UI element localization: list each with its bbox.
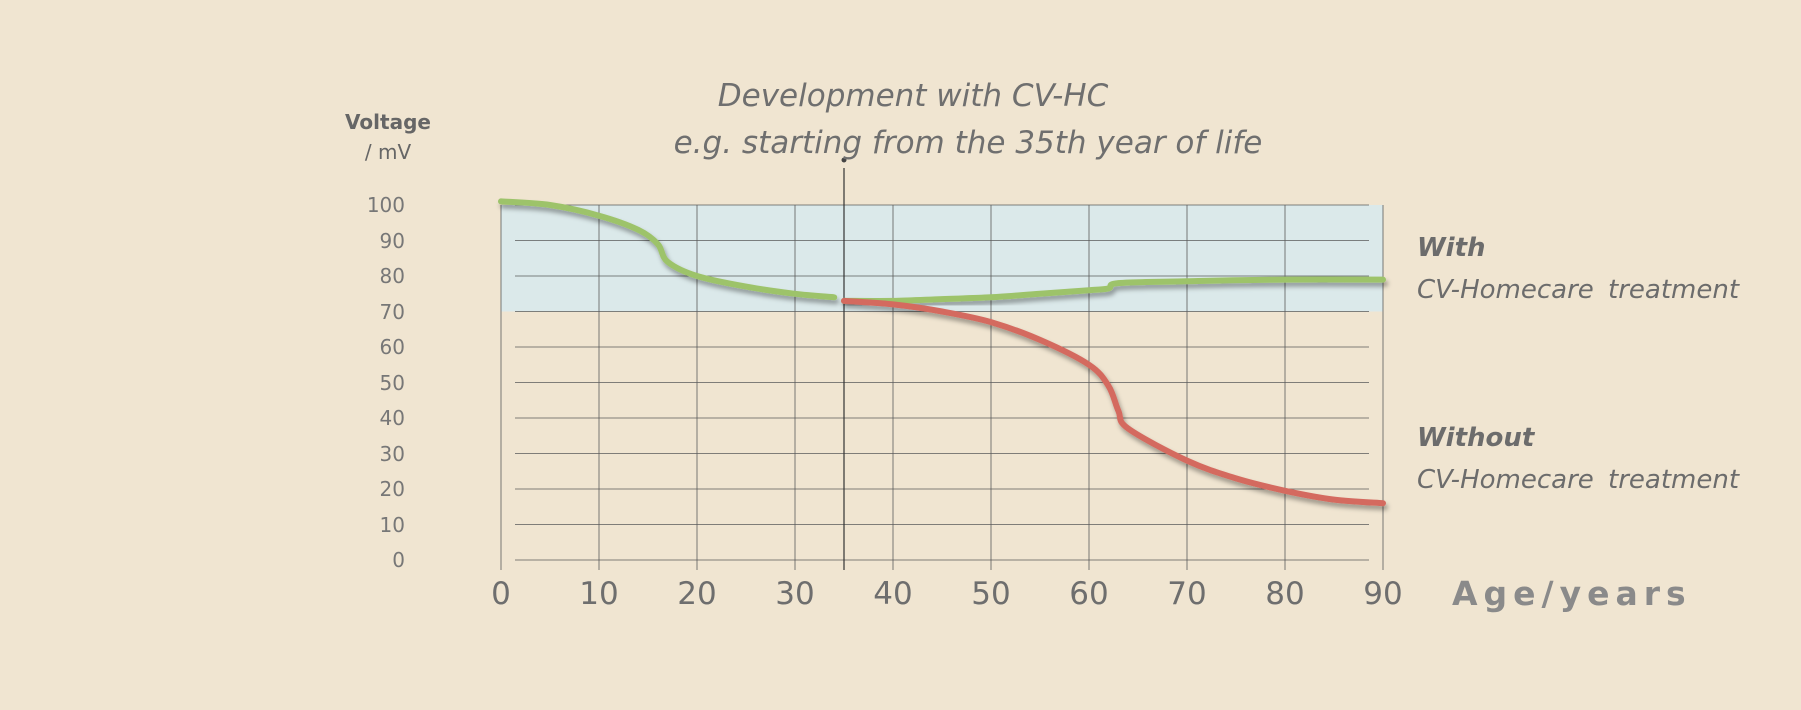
without-treatment-line (841, 297, 1386, 507)
x-tick-label: 60 (1069, 576, 1109, 612)
y-tick-label: 50 (379, 370, 405, 395)
highlight-band (501, 205, 1383, 312)
y-tick-label: 70 (379, 299, 405, 324)
x-axis-label: Age/years (1452, 574, 1692, 613)
start-marker-dot (841, 157, 847, 163)
y-axis-label: Voltage (345, 110, 431, 134)
y-tick-label: 40 (379, 406, 405, 430)
y-tick-label: 60 (379, 335, 405, 359)
with-treatment-line-after-35 (841, 276, 1386, 304)
with-treatment-line-before-35 (498, 198, 838, 301)
x-tick-label: 0 (491, 576, 511, 612)
y-tick-label: 100 (366, 193, 405, 217)
legend-with-name: With (1417, 233, 1486, 263)
x-tick-label: 90 (1363, 576, 1403, 612)
x-tick-label: 40 (873, 576, 913, 612)
y-tick-label: 0 (392, 548, 405, 572)
x-tick-label: 30 (775, 576, 815, 612)
legend-with-description: CV-Homecare treatment (1417, 275, 1740, 305)
y-tick-label: 20 (379, 477, 405, 501)
y-tick-label: 90 (379, 228, 405, 253)
y-axis-unit: / mV (364, 140, 412, 164)
chart-title-line1: Development with CV-HC (717, 78, 1109, 114)
legend-without-description: CV-Homecare treatment (1417, 465, 1740, 495)
y-tick-label: 30 (379, 441, 405, 466)
legend-without-name: Without (1417, 423, 1535, 453)
x-tick-label: 10 (579, 576, 619, 612)
x-tick-label: 20 (677, 576, 717, 612)
x-tick-label: 50 (971, 576, 1011, 612)
y-tick-label: 80 (379, 264, 405, 288)
x-tick-label: 80 (1265, 576, 1305, 612)
y-tick-label: 10 (379, 512, 405, 537)
x-tick-label: 70 (1167, 576, 1207, 612)
chart-title-line2: e.g. starting from the 35th year of life (673, 125, 1263, 161)
